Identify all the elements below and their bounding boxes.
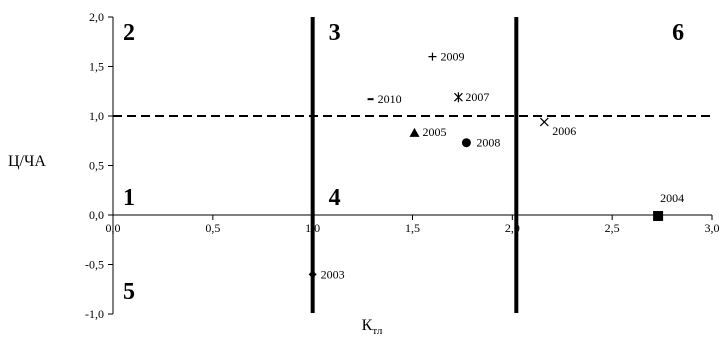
x-axis-label-main: К xyxy=(362,317,373,334)
data-points: 2003 2004 2005 2006 2007 2008 2009 2010 xyxy=(308,50,684,281)
x-marker xyxy=(539,117,549,127)
diamond-marker xyxy=(308,270,317,279)
region-label: 3 xyxy=(329,20,341,46)
point-2007: 2007 xyxy=(453,90,489,104)
y-axis-label: Ц/ЧА xyxy=(8,153,46,170)
y-tick-label: 1,5 xyxy=(89,60,104,74)
y-tick-label: -1,0 xyxy=(85,307,104,321)
point-label: 2006 xyxy=(552,124,576,138)
y-tick-label: 1,0 xyxy=(89,109,104,123)
y-tick-label: -0,5 xyxy=(85,258,104,272)
point-2004: 2004 xyxy=(653,191,684,221)
x-axis-label-sub: тл xyxy=(372,325,383,337)
axes xyxy=(108,16,713,315)
region-label: 1 xyxy=(123,185,135,211)
point-label: 2005 xyxy=(422,125,446,139)
point-label: 2003 xyxy=(321,267,345,281)
region-label: 5 xyxy=(123,279,135,305)
point-label: 2004 xyxy=(660,191,684,205)
point-2006: 2006 xyxy=(539,117,576,138)
x-tick-label: 1,5 xyxy=(405,221,420,235)
point-label: 2009 xyxy=(440,50,464,64)
region-label: 6 xyxy=(672,20,684,46)
point-label: 2010 xyxy=(378,92,402,106)
point-label: 2007 xyxy=(465,90,489,104)
plus-marker xyxy=(428,52,437,61)
point-2010: 2010 xyxy=(367,92,402,106)
x-axis-label: Ктл xyxy=(362,317,383,337)
x-tick-label: 0,0 xyxy=(106,221,121,235)
reference-lines xyxy=(113,17,712,314)
x-tick-label: 2,5 xyxy=(605,221,620,235)
point-label: 2008 xyxy=(476,136,500,150)
circle-marker xyxy=(461,138,471,148)
region-label: 4 xyxy=(329,185,341,211)
x-tick-label: 3,0 xyxy=(705,221,720,235)
y-tick-label: 0,5 xyxy=(89,159,104,173)
y-tick-label: 0,0 xyxy=(89,208,104,222)
point-2009: 2009 xyxy=(428,50,464,64)
region-label: 2 xyxy=(123,20,135,46)
point-2005: 2005 xyxy=(409,125,446,139)
square-marker xyxy=(653,210,664,221)
y-tick-label: 2,0 xyxy=(89,10,104,24)
point-2008: 2008 xyxy=(461,136,500,150)
x-tick-label: 0,5 xyxy=(205,221,220,235)
tick-labels: -1,0-0,50,00,51,01,52,00,00,51,01,52,02,… xyxy=(85,10,720,321)
region-labels: 1 2 3 4 5 6 xyxy=(123,20,684,305)
triangle-marker xyxy=(409,127,420,137)
point-2003: 2003 xyxy=(308,267,345,281)
asterisk-marker xyxy=(453,92,463,103)
